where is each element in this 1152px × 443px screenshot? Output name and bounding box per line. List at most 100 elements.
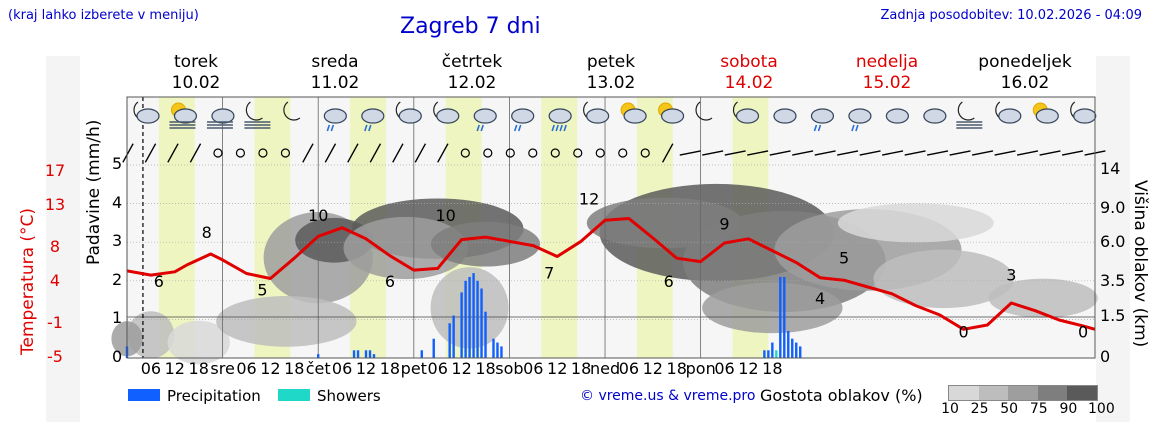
daylight-band — [541, 97, 578, 358]
wind-calm-icon — [258, 148, 268, 158]
x-tick-label: 06 — [714, 359, 735, 378]
cloud-height-tick-label: 9.0 — [1100, 198, 1126, 217]
temperature-value-label: 8 — [202, 223, 212, 242]
x-tick-label: 12 — [642, 359, 663, 378]
density-level-label: 75 — [1029, 401, 1048, 417]
cloudy-rain-icon — [473, 108, 497, 132]
density-swatch — [1037, 386, 1068, 400]
day-date: 15.02 — [862, 73, 912, 93]
wind-barb-icon — [904, 150, 926, 156]
day-date: 16.02 — [1000, 73, 1050, 93]
temperature-tick-label: -1 — [47, 313, 63, 333]
cloudy-rain-icon — [323, 108, 347, 132]
day-date: 12.02 — [447, 73, 497, 93]
day-date: 11.02 — [310, 73, 360, 93]
precip-tick-label: 3 — [112, 231, 123, 251]
cloudy-icon — [885, 108, 909, 124]
x-tick-label: 18 — [188, 359, 209, 378]
temperature-value-label: 0 — [1078, 323, 1088, 342]
x-tick-label: pet — [400, 359, 427, 378]
x-tick-label: 06 — [331, 359, 353, 378]
cloud-density-area — [343, 216, 469, 280]
sun-fog-icon — [169, 102, 198, 129]
temperature-value-label: 7 — [544, 264, 554, 283]
wind-barb-icon — [927, 150, 949, 156]
wind-calm-icon — [550, 148, 560, 158]
wind-calm-icon — [213, 148, 223, 158]
day-name: ponedeljek — [978, 52, 1072, 72]
cloud-density-area — [430, 221, 541, 267]
right-axis-panel — [1096, 56, 1130, 422]
day-name: torek — [174, 52, 218, 72]
copyright[interactable]: © vreme.us & vreme.pro — [580, 388, 756, 404]
wind-barb-icon — [661, 143, 674, 163]
cloudy-icon — [773, 108, 797, 124]
wind-barb-icon — [302, 143, 314, 163]
precipitation-bar — [496, 342, 499, 358]
temperature-value-label: 6 — [664, 272, 674, 291]
showers-legend-label: Showers — [317, 387, 381, 405]
wind-barb-icon — [769, 150, 791, 156]
x-tick-label: sre — [210, 359, 235, 378]
precipitation-bar — [767, 350, 770, 358]
temperature-tick-label: 13 — [44, 194, 66, 214]
precipitation-bar — [771, 342, 774, 358]
wind-barb-icon — [1061, 150, 1084, 156]
precipitation-bar — [420, 350, 423, 358]
temperature-value-label: 10 — [436, 206, 456, 225]
density-swatch — [1067, 386, 1097, 400]
day-name: sreda — [311, 52, 359, 72]
cloud-density-area — [167, 320, 230, 365]
x-tick-label: 18 — [762, 359, 783, 378]
precip-tick-label: 1 — [112, 308, 123, 328]
density-level-label: 50 — [1000, 401, 1019, 417]
precip-tick-label: 2 — [112, 269, 123, 289]
density-level-label: 90 — [1059, 401, 1078, 417]
sun-partly-cloudy-icon — [620, 102, 647, 124]
wind-barb-icon — [347, 143, 359, 163]
precipitation-bar — [460, 292, 463, 358]
precipitation-bar — [795, 342, 798, 358]
cloud-density-area — [837, 203, 994, 243]
x-tick-label: čet — [305, 359, 331, 378]
temperature-tick-label: 4 — [49, 270, 61, 290]
temperature-tick-label: 8 — [49, 237, 61, 257]
wind-barb-icon — [144, 143, 157, 163]
wind-barb-icon — [369, 143, 382, 163]
x-tick-label: 12 — [451, 359, 472, 378]
density-level-label: 10 — [941, 401, 959, 417]
cloudy-heavy-rain-icon — [548, 108, 572, 132]
moon-cloud-icon — [732, 101, 760, 124]
x-tick-label: 06 — [140, 359, 162, 378]
precipitation-bar — [779, 276, 782, 358]
cloudy-rain-icon — [810, 108, 835, 132]
temperature-tick-label: 17 — [44, 161, 66, 180]
x-tick-label: 12 — [164, 359, 185, 378]
precipitation-bar — [763, 350, 766, 358]
temperature-tick-label: -5 — [47, 347, 63, 366]
wind-barb-icon — [1039, 150, 1061, 156]
wind-barb-icon — [814, 150, 836, 156]
cloud-height-tick-label: 1.5 — [1100, 306, 1126, 325]
x-tick-label: 12 — [738, 359, 759, 378]
precip-tick-label: 0 — [112, 347, 123, 366]
cloud-density-area — [216, 295, 357, 347]
density-swatch — [1008, 386, 1038, 400]
x-tick-label: 18 — [379, 359, 401, 378]
cloud-density-area — [873, 249, 1014, 309]
precipitation-bar — [472, 273, 475, 358]
x-tick-label: sob — [495, 359, 524, 378]
left-axis-panel — [46, 56, 80, 422]
day-date: 14.02 — [724, 73, 774, 93]
precipitation-bar — [799, 346, 802, 358]
temperature-line — [126, 217, 1096, 331]
wind-barb-icon — [724, 150, 746, 156]
last-updated: Zadnja posodobitev: 10.02.2026 - 04:09 — [880, 8, 1142, 23]
wind-calm-icon — [235, 148, 246, 158]
x-tick-label: 06 — [618, 359, 640, 378]
precipitation-bar — [787, 330, 790, 358]
x-tick-label: ned — [590, 359, 621, 378]
x-tick-label: 06 — [236, 359, 257, 378]
density-level-label: 100 — [1088, 401, 1115, 417]
